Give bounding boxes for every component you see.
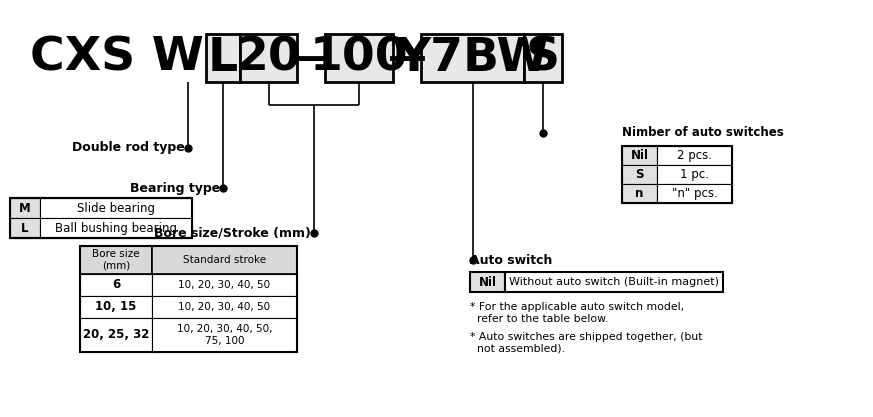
Text: n: n <box>636 187 643 200</box>
Text: 100: 100 <box>310 35 409 80</box>
Text: Nimber of auto switches: Nimber of auto switches <box>622 126 784 140</box>
Bar <box>622 165 657 184</box>
Bar <box>80 274 152 296</box>
Bar <box>325 34 393 82</box>
Bar <box>80 296 152 318</box>
Text: 20, 25, 32: 20, 25, 32 <box>83 329 149 342</box>
Text: —: — <box>292 39 331 77</box>
Bar <box>80 246 297 352</box>
Text: 6: 6 <box>112 279 120 291</box>
Bar <box>657 146 732 165</box>
Bar <box>10 198 40 218</box>
Text: Without auto switch (Built-in magnet): Without auto switch (Built-in magnet) <box>509 277 719 287</box>
Text: Bearing type: Bearing type <box>130 181 220 194</box>
Bar <box>470 272 505 292</box>
Bar <box>240 34 297 82</box>
Text: —: — <box>388 39 427 77</box>
Text: Standard stroke: Standard stroke <box>183 255 266 265</box>
Text: Bore size
(mm): Bore size (mm) <box>93 249 140 271</box>
Text: 1 pc.: 1 pc. <box>680 168 709 181</box>
Text: * For the applicable auto switch model,
  refer to the table below.: * For the applicable auto switch model, … <box>470 302 684 324</box>
Text: Ball bushing bearing: Ball bushing bearing <box>55 221 177 234</box>
Text: S: S <box>636 168 643 181</box>
Bar <box>206 34 240 82</box>
Bar <box>622 184 657 203</box>
Text: 10, 20, 30, 40, 50,
75, 100: 10, 20, 30, 40, 50, 75, 100 <box>176 324 272 346</box>
Bar <box>80 318 152 352</box>
Text: "n" pcs.: "n" pcs. <box>671 187 718 200</box>
Text: 10, 15: 10, 15 <box>95 301 137 314</box>
Bar <box>152 246 297 274</box>
Text: * Auto switches are shipped together, (but
  not assembled).: * Auto switches are shipped together, (b… <box>470 332 703 354</box>
Bar <box>657 165 732 184</box>
Bar <box>152 274 297 296</box>
Text: 10, 20, 30, 40, 50: 10, 20, 30, 40, 50 <box>178 302 271 312</box>
Text: 2 pcs.: 2 pcs. <box>677 149 712 162</box>
Text: CXS W: CXS W <box>30 35 204 80</box>
Bar <box>40 218 192 238</box>
Bar <box>40 198 192 218</box>
Text: L: L <box>208 35 238 80</box>
Text: Slide bearing: Slide bearing <box>77 201 155 214</box>
Text: Y7BW: Y7BW <box>396 35 549 80</box>
Text: Nil: Nil <box>478 276 497 289</box>
Bar <box>10 198 192 238</box>
Text: Nil: Nil <box>630 149 649 162</box>
Text: Double rod type: Double rod type <box>72 141 185 155</box>
Text: 20: 20 <box>236 35 301 80</box>
Text: Bore size/Stroke (mm): Bore size/Stroke (mm) <box>154 226 311 239</box>
Bar <box>80 246 152 274</box>
Bar <box>657 184 732 203</box>
Text: L: L <box>21 221 29 234</box>
Bar <box>622 146 732 203</box>
Bar <box>622 146 657 165</box>
Bar <box>152 318 297 352</box>
Bar <box>505 272 723 292</box>
Text: Auto switch: Auto switch <box>470 254 552 266</box>
Bar <box>524 34 562 82</box>
Bar <box>421 34 524 82</box>
Text: 10, 20, 30, 40, 50: 10, 20, 30, 40, 50 <box>178 280 271 290</box>
Bar <box>10 218 40 238</box>
Bar <box>152 296 297 318</box>
Text: M: M <box>19 201 31 214</box>
Text: S: S <box>526 35 560 80</box>
